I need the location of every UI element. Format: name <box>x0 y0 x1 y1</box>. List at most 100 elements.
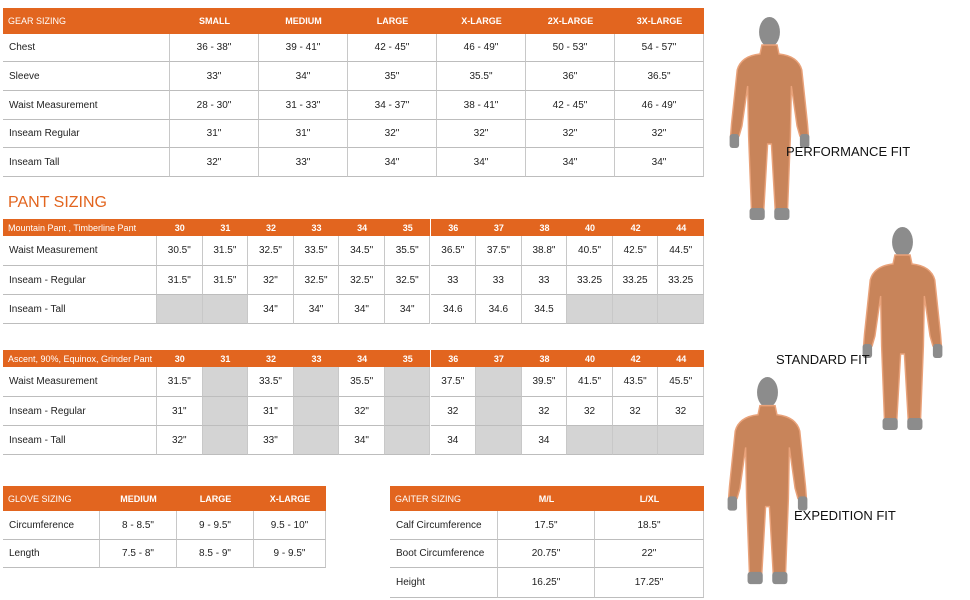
empty-cell <box>612 426 659 455</box>
header-cell: GEAR SIZING <box>3 8 170 34</box>
table-cell: 42 - 45" <box>348 34 437 62</box>
header-cell: 38 <box>521 350 568 367</box>
standard-figure <box>861 226 944 431</box>
row-label: Chest <box>3 34 170 62</box>
empty-cell <box>384 426 431 455</box>
table-cell: 36" <box>526 62 615 91</box>
table-cell: 7.5 - 8" <box>100 540 177 568</box>
empty-cell <box>202 397 249 426</box>
table-cell: 8.5 - 9" <box>177 540 254 568</box>
table-cell: 35.5" <box>384 236 431 266</box>
table-cell: 45.5" <box>658 367 704 397</box>
header-cell: GLOVE SIZING <box>3 486 100 511</box>
header-cell: 44 <box>658 219 704 236</box>
empty-cell <box>202 367 249 397</box>
row-label: Inseam - Tall <box>3 426 157 455</box>
header-cell: Ascent, 90%, Equinox, Grinder Pant <box>3 350 157 367</box>
table-cell: 33" <box>170 62 259 91</box>
table-cell: 34" <box>339 295 385 324</box>
table-cell: 36.5" <box>615 62 704 91</box>
header-cell: 32 <box>248 350 294 367</box>
header-cell: 36 <box>430 350 477 367</box>
row-label: Height <box>390 568 498 598</box>
table-cell: 46 - 49" <box>437 34 526 62</box>
empty-cell <box>476 397 522 426</box>
header-cell: SMALL <box>170 8 259 34</box>
table-cell: 35.5" <box>437 62 526 91</box>
header-cell: 37 <box>476 219 522 236</box>
table-cell: 31.5" <box>157 367 203 397</box>
table-cell: 34.5" <box>339 236 385 266</box>
header-cell: M/L <box>498 486 595 511</box>
table-cell: 33.5" <box>248 367 294 397</box>
row-label: Inseam Regular <box>3 120 170 148</box>
table-cell: 34 - 37" <box>348 91 437 120</box>
header-cell: 38 <box>521 219 568 236</box>
header-cell: 40 <box>567 219 613 236</box>
section-title: PANT SIZING <box>8 194 107 211</box>
table-cell: 37.5" <box>430 367 477 397</box>
row-label: Waist Measurement <box>3 367 157 397</box>
header-cell: MEDIUM <box>259 8 348 34</box>
table-cell: 44.5" <box>658 236 704 266</box>
empty-cell <box>202 295 249 324</box>
table-cell: 32" <box>339 397 385 426</box>
table-cell: 34" <box>526 148 615 177</box>
table-cell: 31.5" <box>202 236 249 266</box>
table-cell: 43.5" <box>612 367 659 397</box>
table-cell: 34" <box>248 295 294 324</box>
table-cell: 17.5" <box>498 511 595 540</box>
table-cell: 31" <box>248 397 294 426</box>
table-cell: 36.5" <box>430 236 477 266</box>
table-cell: 34.5 <box>521 295 568 324</box>
table-cell: 38.8" <box>521 236 568 266</box>
header-cell: 44 <box>658 350 704 367</box>
expedition-figure <box>726 376 809 585</box>
table-cell: 34" <box>259 62 348 91</box>
table-cell: 33.5" <box>293 236 340 266</box>
row-label: Sleeve <box>3 62 170 91</box>
table-cell: 31.5" <box>157 266 203 295</box>
header-cell: LARGE <box>348 8 437 34</box>
empty-cell <box>658 295 704 324</box>
table-cell: 32" <box>170 148 259 177</box>
header-cell: GAITER SIZING <box>390 486 498 511</box>
table-cell: 33 <box>476 266 522 295</box>
table-cell: 40.5" <box>567 236 613 266</box>
header-cell: 34 <box>339 219 385 236</box>
table-cell: 8 - 8.5" <box>100 511 177 540</box>
table-cell: 32 <box>430 397 477 426</box>
table-cell: 34" <box>615 148 704 177</box>
table-cell: 33" <box>259 148 348 177</box>
header-cell: 31 <box>202 350 249 367</box>
table-cell: 31" <box>157 397 203 426</box>
fit-label: STANDARD FIT <box>776 352 870 367</box>
table-cell: 33 <box>430 266 477 295</box>
table-cell: 28 - 30" <box>170 91 259 120</box>
table-cell: 32" <box>526 120 615 148</box>
table-cell: 32 <box>567 397 613 426</box>
empty-cell <box>612 295 659 324</box>
table-cell: 33.25 <box>612 266 659 295</box>
header-cell: MEDIUM <box>100 486 177 511</box>
table-cell: 34" <box>293 295 340 324</box>
empty-cell <box>384 367 431 397</box>
table-cell: 34" <box>348 148 437 177</box>
table-cell: 39.5" <box>521 367 568 397</box>
table-cell: 31 - 33" <box>259 91 348 120</box>
table-cell: 32" <box>248 266 294 295</box>
empty-cell <box>293 397 340 426</box>
header-cell: 35 <box>384 350 431 367</box>
header-cell: 2X-LARGE <box>526 8 615 34</box>
table-cell: 18.5" <box>595 511 704 540</box>
table-cell: 32" <box>157 426 203 455</box>
header-cell: 37 <box>476 350 522 367</box>
table-cell: 32.5" <box>248 236 294 266</box>
table-cell: 54 - 57" <box>615 34 704 62</box>
header-cell: 31 <box>202 219 249 236</box>
table-cell: 39 - 41" <box>259 34 348 62</box>
table-cell: 34.6 <box>430 295 477 324</box>
table-cell: 22" <box>595 540 704 568</box>
table-cell: 35" <box>348 62 437 91</box>
table-cell: 20.75" <box>498 540 595 568</box>
